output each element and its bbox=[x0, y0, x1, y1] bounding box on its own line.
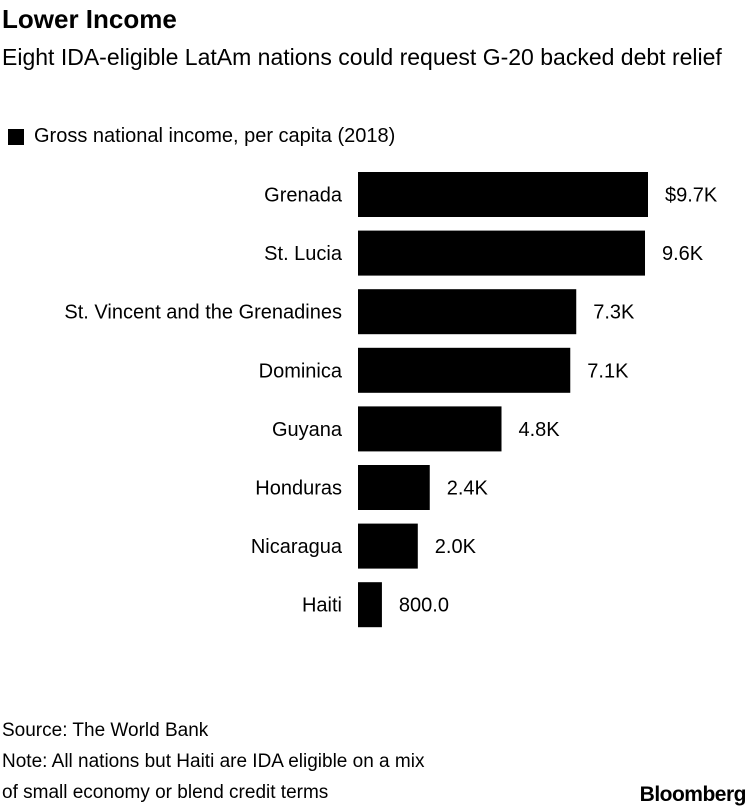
legend-label: Gross national income, per capita (2018) bbox=[34, 125, 396, 147]
bar bbox=[358, 465, 430, 510]
category-label: Dominica bbox=[259, 360, 343, 382]
footnote-line-2: of small economy or blend credit terms bbox=[2, 782, 329, 803]
value-label: 7.3K bbox=[593, 302, 635, 324]
category-label: Haiti bbox=[302, 595, 342, 617]
category-label: Guyana bbox=[272, 419, 343, 441]
category-label: St. Lucia bbox=[264, 243, 343, 265]
legend-swatch bbox=[8, 128, 24, 145]
value-label: 9.6K bbox=[662, 243, 704, 265]
value-label: 2.4K bbox=[447, 478, 489, 500]
value-label: $9.7K bbox=[665, 185, 718, 207]
bar bbox=[358, 289, 577, 335]
legend: Gross national income, per capita (2018) bbox=[8, 125, 395, 148]
category-label: St. Vincent and the Grenadines bbox=[64, 302, 342, 324]
bar bbox=[358, 347, 571, 393]
value-label: 4.8K bbox=[519, 419, 561, 441]
category-label: Honduras bbox=[255, 478, 342, 500]
source-note: Source: The World Bank bbox=[2, 720, 209, 741]
footnote-line-1: Note: All nations but Haiti are IDA elig… bbox=[2, 751, 425, 772]
bar bbox=[358, 172, 648, 217]
value-label: 2.0K bbox=[435, 536, 477, 558]
value-label: 800.0 bbox=[399, 595, 449, 617]
bar bbox=[358, 406, 502, 452]
chart-title: Lower Income bbox=[2, 4, 177, 34]
category-label: Grenada bbox=[264, 185, 343, 207]
bar bbox=[358, 523, 418, 569]
bloomberg-logo: Bloomberg bbox=[639, 783, 747, 806]
chart-subtitle: Eight IDA-eligible LatAm nations could r… bbox=[2, 44, 722, 70]
bar bbox=[358, 230, 646, 276]
category-label: Nicaragua bbox=[251, 536, 343, 558]
value-label: 7.1K bbox=[587, 360, 629, 382]
bar bbox=[358, 582, 382, 628]
